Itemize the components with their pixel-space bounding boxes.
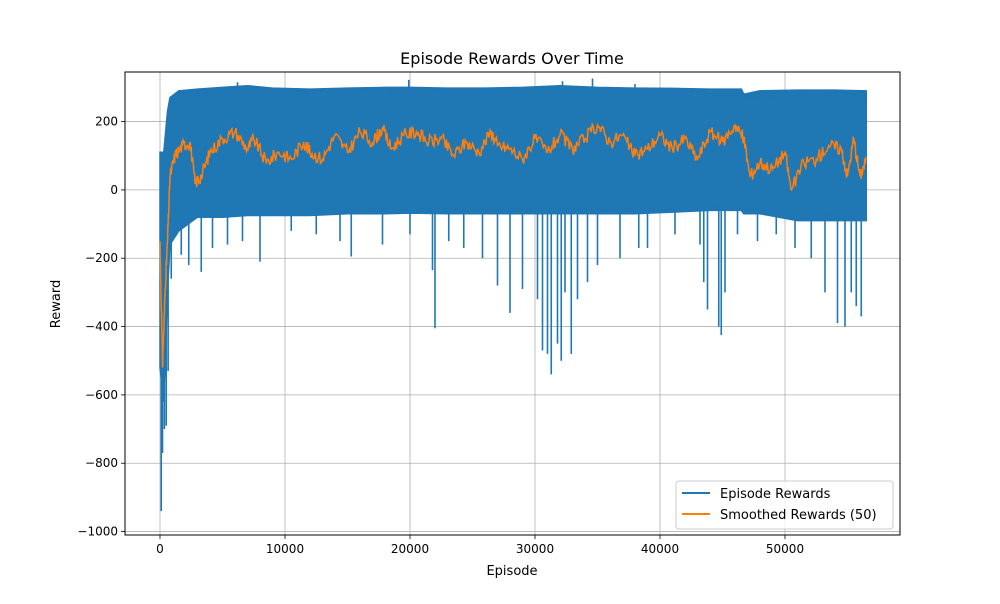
y-tick-label: 0 <box>110 183 118 197</box>
x-axis-label: Episode <box>486 564 537 579</box>
x-tick-label: 0 <box>156 542 164 556</box>
x-axis-ticks: 0 10000 20000 30000 40000 50000 <box>156 535 804 556</box>
x-tick-label: 10000 <box>266 542 304 556</box>
y-tick-label: −400 <box>85 320 118 334</box>
y-tick-label: −800 <box>85 456 118 470</box>
legend-label-episode-rewards: Episode Rewards <box>720 487 831 502</box>
legend-label-smoothed-rewards: Smoothed Rewards (50) <box>720 508 877 523</box>
x-tick-label: 50000 <box>766 542 804 556</box>
plot-content <box>159 78 868 512</box>
y-tick-label: −600 <box>85 388 118 402</box>
y-axis-label: Reward <box>49 280 64 328</box>
y-axis-ticks: −1000 −800 −600 −400 −200 0 200 <box>77 115 125 539</box>
y-tick-label: −200 <box>85 251 118 265</box>
x-tick-label: 30000 <box>516 542 554 556</box>
plot-frame <box>124 71 901 536</box>
x-tick-label: 40000 <box>641 542 679 556</box>
legend: Episode Rewards Smoothed Rewards (50) <box>675 480 894 530</box>
x-tick-label: 20000 <box>391 542 429 556</box>
series-smoothed-rewards-line <box>159 121 867 368</box>
y-tick-label: 200 <box>95 115 118 129</box>
legend-box <box>675 480 894 530</box>
y-tick-label: −1000 <box>77 525 118 539</box>
chart-title: Episode Rewards Over Time <box>400 49 624 68</box>
series-episode-rewards-line <box>159 85 867 392</box>
